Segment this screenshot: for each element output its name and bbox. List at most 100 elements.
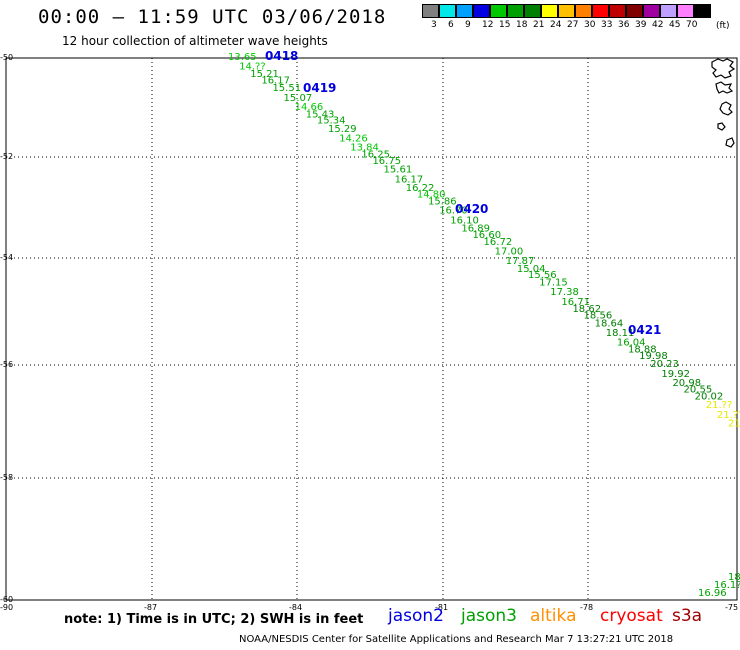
longitude-label: -87 xyxy=(144,603,158,612)
footnote: note: 1) Time is in UTC; 2) SWH is in fe… xyxy=(64,612,364,627)
longitude-label: -84 xyxy=(289,603,303,612)
scale-swatch xyxy=(490,4,507,18)
scale-bin-label: 12 xyxy=(482,20,494,30)
wave-height-label: 18.56 xyxy=(584,311,613,322)
scale-swatch xyxy=(609,4,626,18)
scale-swatch xyxy=(456,4,473,18)
pass-time-label: 0421 xyxy=(628,323,661,337)
wave-height-label: 16.25 xyxy=(361,149,390,160)
latitude-label: -54 xyxy=(0,253,14,262)
scale-bin: 42 xyxy=(643,4,663,30)
wave-height-label: 14.66 xyxy=(295,102,324,113)
wave-height-label: 16.60 xyxy=(472,230,501,241)
scale-bin-label: 3 xyxy=(431,20,437,30)
longitude-label: -90 xyxy=(0,603,14,612)
scale-swatch xyxy=(541,4,558,18)
wave-height-label: 21.?? xyxy=(717,410,740,421)
wave-height-label: 16.17 xyxy=(395,175,424,186)
scale-bin: 30 xyxy=(575,4,595,30)
scale-bin-label: 27 xyxy=(567,20,579,30)
satellite-legend-cryosat: cryosat xyxy=(600,606,663,626)
wave-height-label: 16.70 xyxy=(439,205,468,216)
wave-height-label: 19.92 xyxy=(661,369,690,380)
coastline xyxy=(715,81,734,94)
wave-height-label: 15.43 xyxy=(306,109,335,120)
scale-bin-label: 70 xyxy=(686,20,698,30)
coastline xyxy=(717,122,726,131)
scale-bin: 12 xyxy=(473,4,493,30)
longitude-label: -78 xyxy=(580,603,594,612)
wave-height-label: 16.72 xyxy=(484,237,513,248)
latitude-label: -60 xyxy=(0,595,14,604)
wave-height-label: 15.34 xyxy=(317,116,346,127)
scale-swatch xyxy=(558,4,575,18)
scale-bin: 39 xyxy=(626,4,646,30)
map-title: 00:00 — 11:59 UTC 03/06/2018 xyxy=(38,6,387,28)
wave-height-label: 16.1? xyxy=(714,580,740,591)
scale-bin-label: 21 xyxy=(533,20,545,30)
wave-height-label: 16.71 xyxy=(561,297,590,308)
coastline xyxy=(725,137,735,148)
wave-height-label: 18.62 xyxy=(572,304,601,315)
scale-swatch xyxy=(677,4,694,18)
wave-height-label: 16.96 xyxy=(698,588,727,599)
wave-height-label: 16.10 xyxy=(450,215,479,226)
wave-height-label: 20.23 xyxy=(650,359,679,370)
scale-bin: 70 xyxy=(677,4,697,30)
wave-height-label: 20.02 xyxy=(695,391,724,402)
scale-swatch xyxy=(422,4,439,18)
scale-bin-label: 6 xyxy=(448,20,454,30)
scale-bin-label: 30 xyxy=(584,20,596,30)
scale-swatch xyxy=(626,4,643,18)
scale-bin-label: 18 xyxy=(516,20,528,30)
wave-height-label: 18.88 xyxy=(628,344,657,355)
scale-bin-label: 36 xyxy=(618,20,630,30)
wave-height-label: 15.61 xyxy=(384,165,413,176)
wave-height-label: 20.55 xyxy=(684,385,713,396)
wave-height-label: 21.?? xyxy=(728,418,740,429)
credit-line: NOAA/NESDIS Center for Satellite Applica… xyxy=(239,634,674,645)
wave-height-label: 18.64 xyxy=(595,318,624,329)
wave-height-label: 20.98 xyxy=(672,378,701,389)
map-subtitle: 12 hour collection of altimeter wave hei… xyxy=(62,34,328,48)
latitude-label: -58 xyxy=(0,473,14,482)
satellite-legend-jason3: jason3 xyxy=(461,606,517,626)
pass-time-label: 0419 xyxy=(303,81,336,95)
satellite-legend-altika: altika xyxy=(530,606,577,626)
wave-height-label: 16.75 xyxy=(372,156,401,167)
scale-swatch xyxy=(643,4,660,18)
scale-bin-label: 15 xyxy=(499,20,511,30)
wave-height-label: 15.51 xyxy=(272,83,301,94)
wave-height-label: 14.26 xyxy=(339,134,368,145)
color-scale-legend: 3 6 9 12 15 18 21 24 27 30 33 36 39 42 45 70 xyxy=(422,4,711,30)
pass-time-label: 0418 xyxy=(265,49,298,63)
scale-swatch xyxy=(660,4,677,18)
scale-bin: 36 xyxy=(609,4,629,30)
wave-height-label: 16.04 xyxy=(617,337,646,348)
satellite-legend-jason2: jason2 xyxy=(388,606,444,626)
wave-height-label: 17.15 xyxy=(539,278,568,289)
wave-height-label: 17.87 xyxy=(506,256,535,267)
wave-height-label: 14.?? xyxy=(239,62,266,73)
wave-height-label: 17.38 xyxy=(550,287,579,298)
scale-bin-label: 45 xyxy=(669,20,681,30)
wave-height-label: 18.11 xyxy=(606,328,635,339)
scale-bin: 27 xyxy=(558,4,578,30)
scale-bin: 6 xyxy=(439,4,456,30)
longitude-label: -75 xyxy=(725,603,739,612)
wave-height-label: 16.89 xyxy=(461,224,490,235)
scale-bin-label: 9 xyxy=(465,20,471,30)
wave-height-label: 15.86 xyxy=(428,197,457,208)
scale-swatch xyxy=(439,4,456,18)
scale-bin: 33 xyxy=(592,4,612,30)
coastline xyxy=(711,58,736,79)
scale-swatch xyxy=(694,4,711,18)
wave-height-label: 14.80 xyxy=(417,190,446,201)
scale-bin-label: 24 xyxy=(550,20,562,30)
wave-height-label: 16.17 xyxy=(261,75,290,86)
satellite-legend-s3a: s3a xyxy=(672,606,703,626)
wave-height-label: 18.?? xyxy=(728,572,740,583)
scale-bin: 3 xyxy=(422,4,439,30)
scale-bin xyxy=(694,4,711,18)
scale-swatch xyxy=(507,4,524,18)
